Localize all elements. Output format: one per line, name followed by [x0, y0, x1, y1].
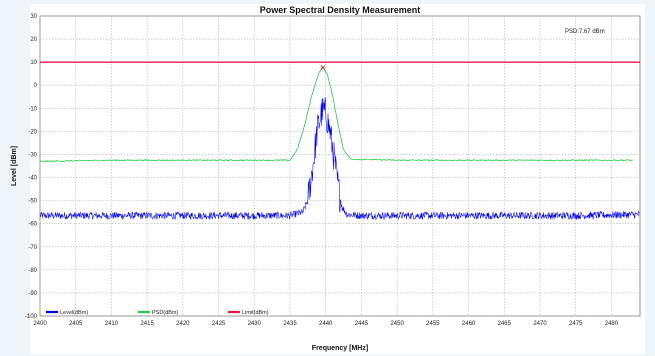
series-lines	[39, 61, 641, 221]
x-tick-label: 2425	[212, 321, 226, 327]
legend-label: Limit(dBm)	[242, 310, 269, 316]
y-tick-label: -40	[28, 176, 37, 182]
tick-labels: 2400 2405 2410 2415 2420 2425 2430 2435 2440 2445…	[25, 14, 619, 327]
y-tick-label: -10	[28, 106, 37, 112]
plot-area	[39, 15, 641, 317]
x-tick-label: 2420	[176, 321, 190, 327]
y-tick-label: -60	[28, 222, 37, 228]
y-tick-label: -90	[28, 291, 37, 297]
y-tick-label: -50	[28, 199, 37, 205]
y-tick-label: -30	[28, 152, 37, 158]
x-tick-label: 2445	[355, 321, 369, 327]
legend: Level(dBm) PSD(dBm) Limit(dBm)	[46, 310, 269, 316]
x-tick-label: 2400	[33, 321, 47, 327]
x-tick-label: 2460	[462, 321, 476, 327]
psd-readout: PSD:7.67 dBm	[565, 29, 605, 35]
x-tick-label: 2470	[533, 321, 547, 327]
y-tick-label: 0	[34, 83, 38, 89]
x-tick-label: 2455	[426, 321, 440, 327]
x-tick-label: 2480	[605, 321, 619, 327]
legend-label: PSD(dBm)	[152, 310, 178, 316]
y-tick-label: 20	[30, 37, 37, 43]
chart-title: Power Spectral Density Measurement	[260, 5, 421, 15]
legend-label: Level(dBm)	[60, 310, 88, 316]
y-tick-label: -80	[28, 268, 37, 274]
x-axis-label: Frequency [MHz]	[312, 345, 368, 352]
y-tick-label: -70	[28, 245, 37, 251]
peak-marker	[320, 65, 326, 70]
x-tick-label: 2415	[140, 321, 154, 327]
x-tick-label: 2450	[390, 321, 404, 327]
y-tick-label: -20	[28, 129, 37, 135]
x-tick-label: 2475	[569, 321, 583, 327]
y-tick-label: 30	[30, 14, 37, 20]
x-tick-label: 2465	[498, 321, 512, 327]
y-axis-label: Level [dBm]	[11, 146, 18, 186]
series-level-line	[39, 97, 641, 221]
x-tick-label: 2440	[319, 321, 333, 327]
y-tick-label: 10	[30, 60, 37, 66]
x-tick-label: 2405	[69, 321, 83, 327]
grid-lines	[39, 15, 640, 317]
x-tick-label: 2410	[105, 321, 119, 327]
x-tick-label: 2435	[283, 321, 297, 327]
series-psd-line	[39, 67, 634, 163]
x-tick-label: 2430	[248, 321, 262, 327]
y-tick-label: -100	[25, 314, 38, 320]
